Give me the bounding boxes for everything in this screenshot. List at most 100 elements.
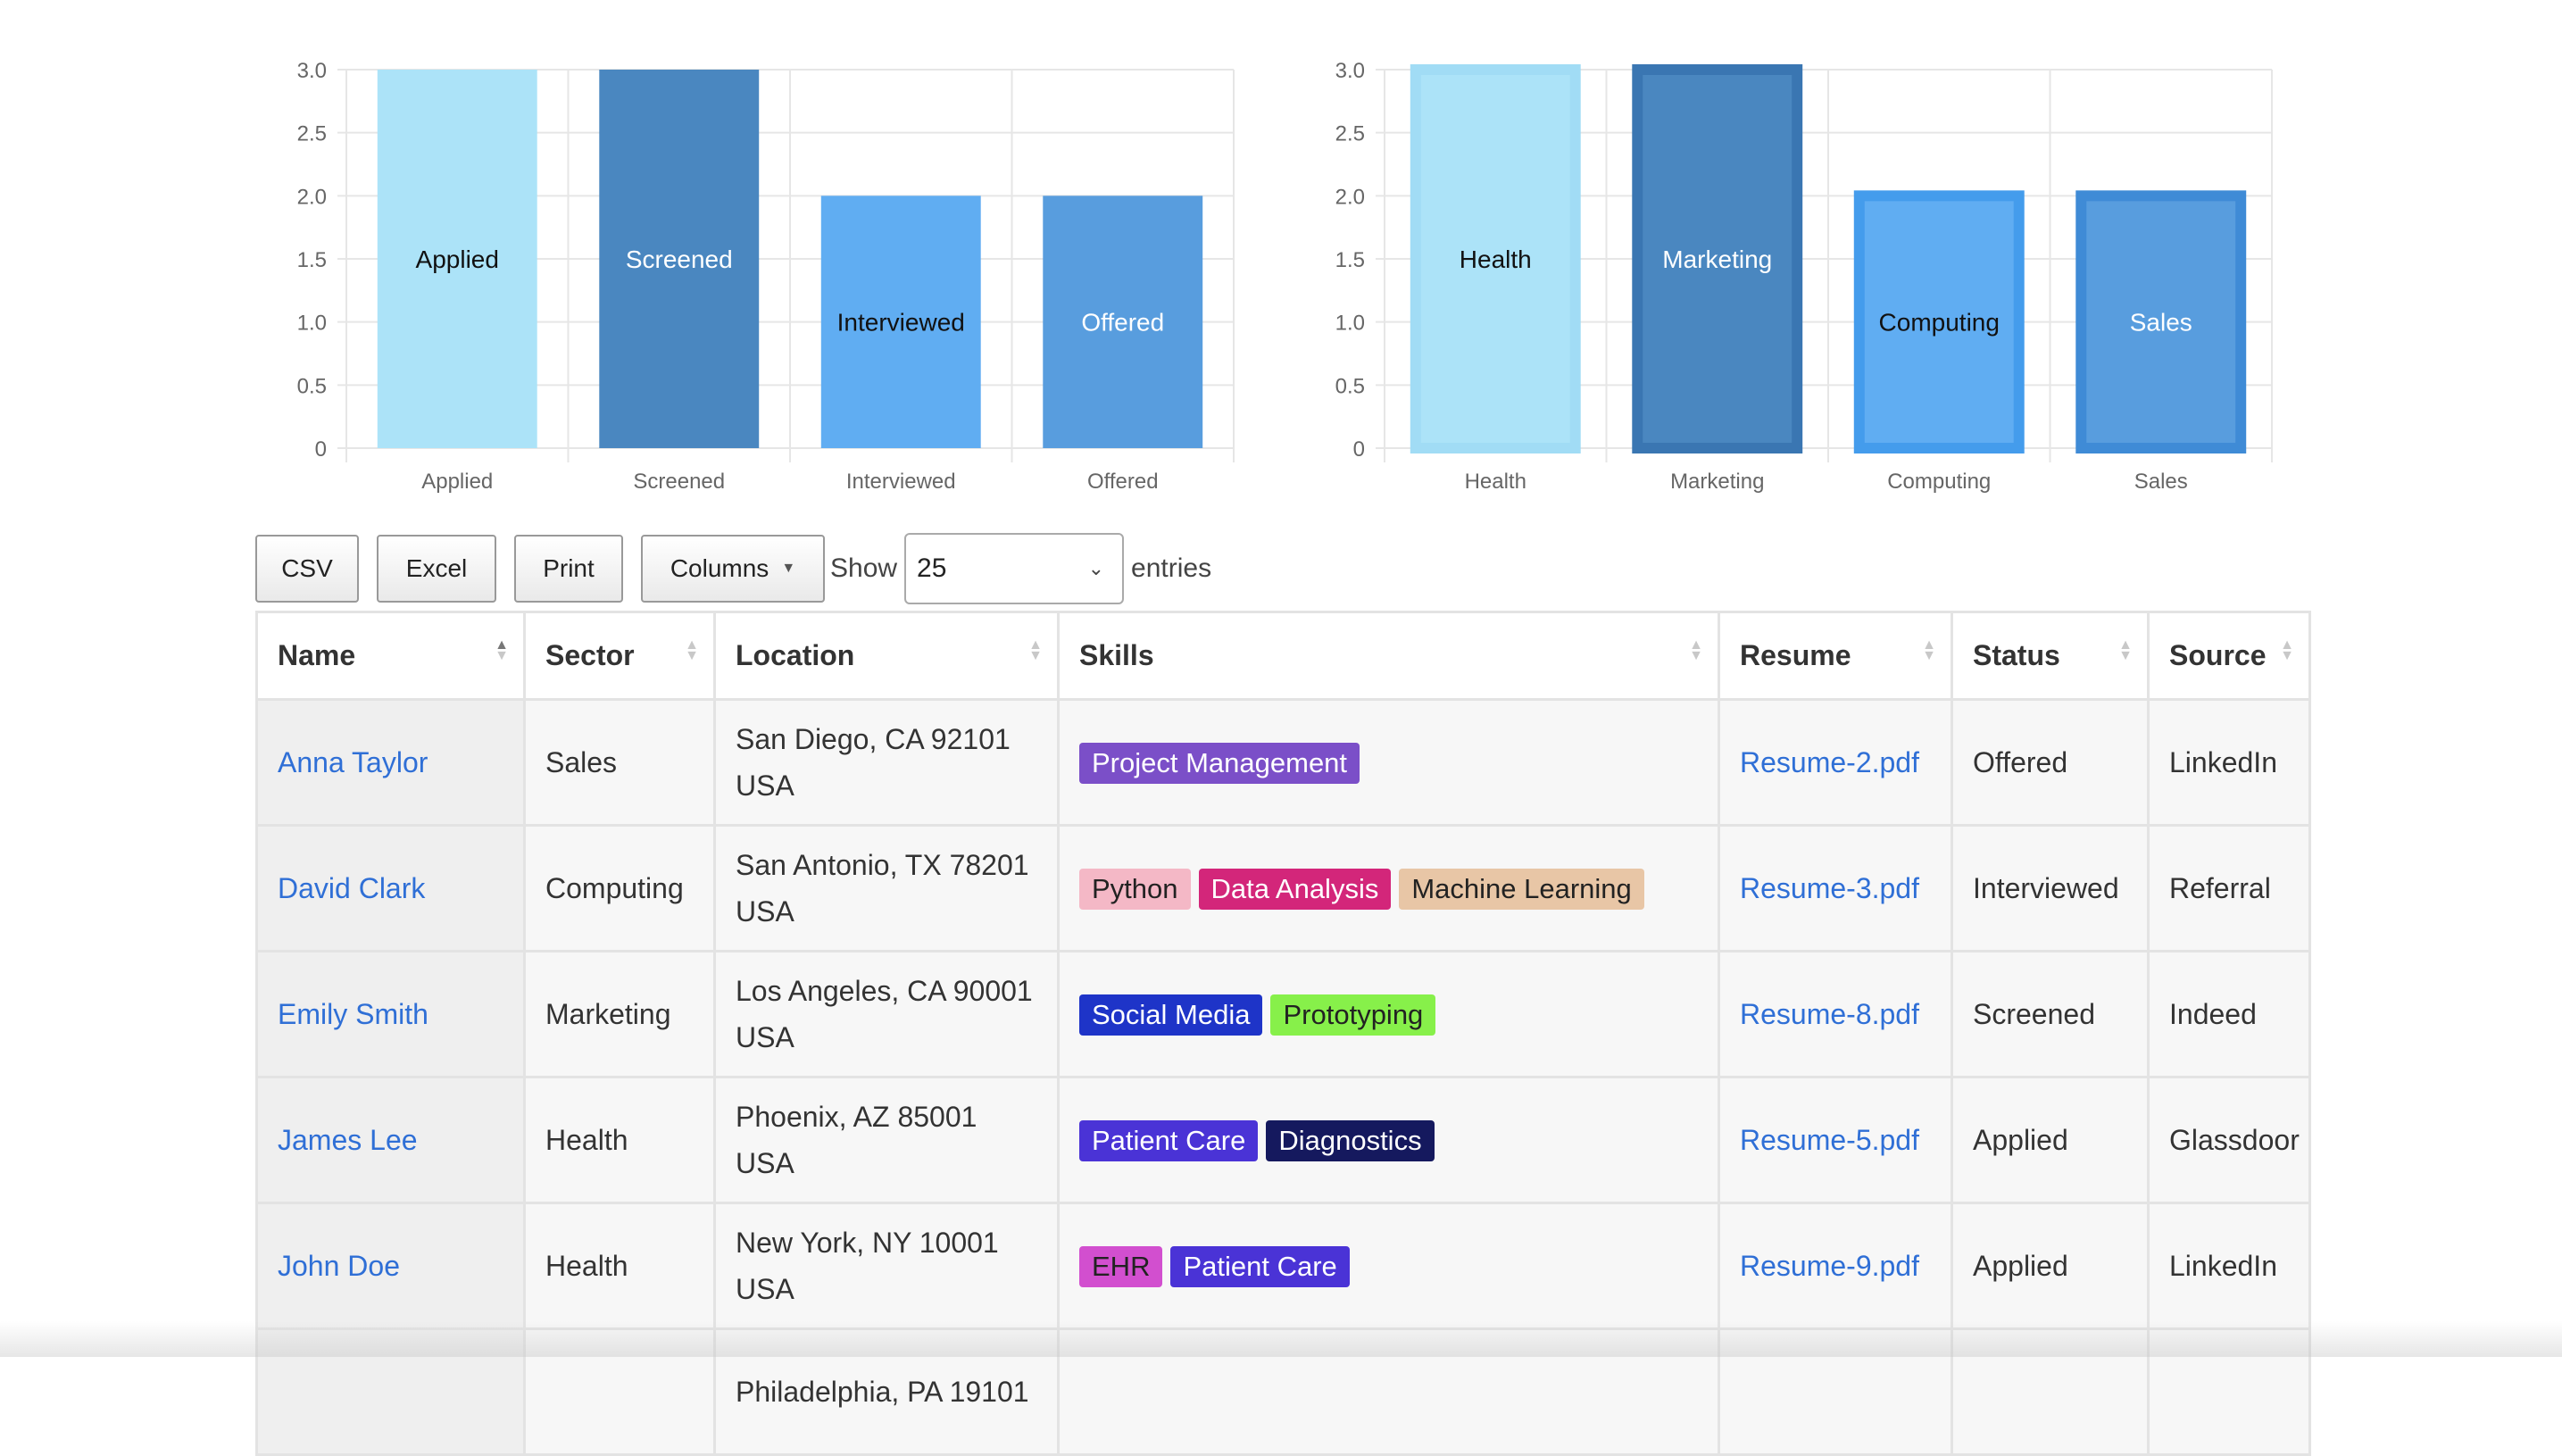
x-tick-label: Computing — [1887, 470, 1991, 494]
status-text: Interviewed — [1973, 872, 2119, 904]
column-header-source[interactable]: Source ▲ ▼ — [2147, 611, 2311, 701]
column-header-skills[interactable]: Skills ▲ ▼ — [1057, 611, 1720, 701]
candidate-name-link[interactable]: John Doe — [278, 1250, 400, 1282]
resume-cell: Resume-2.pdf — [1718, 698, 1953, 827]
resume-link[interactable]: Resume-2.pdf — [1740, 746, 1919, 778]
entries-label: entries — [1131, 553, 1212, 583]
page-size-select[interactable]: 25 ⌄ — [904, 533, 1125, 604]
x-tick-label: Sales — [2134, 470, 2188, 494]
status-cell — [1951, 1327, 2150, 1456]
status-text: Offered — [1973, 746, 2068, 778]
location-line2: USA — [736, 770, 794, 802]
y-tick-label: 0 — [1353, 437, 1365, 462]
skill-tag: Patient Care — [1170, 1246, 1350, 1287]
candidate-name-link[interactable]: Emily Smith — [278, 998, 428, 1030]
skill-tag: Prototyping — [1270, 994, 1436, 1036]
location-cell: San Antonio, TX 78201 USA — [713, 824, 1060, 953]
source-text: Indeed — [2169, 998, 2257, 1030]
candidates-table: Name ▲ ▼ Sector ▲ ▼ Location ▲ ▼ Skills ▲ ▼ Resu… — [255, 611, 2311, 1456]
sector-cell: Marketing — [523, 950, 716, 1078]
sort-icon: ▲ ▼ — [1028, 637, 1043, 663]
y-tick-label: 0.5 — [1335, 374, 1365, 398]
status-text: Applied — [1973, 1124, 2068, 1156]
location-cell: Philadelphia, PA 19101 — [713, 1327, 1060, 1456]
skill-tag: Data Analysis — [1198, 869, 1392, 910]
sector-cell: Computing — [523, 824, 716, 953]
x-tick-label: Interviewed — [846, 470, 956, 494]
x-tick-label: Marketing — [1670, 470, 1764, 494]
csv-export-button[interactable]: CSV — [255, 535, 359, 603]
resume-cell: Resume-5.pdf — [1718, 1076, 1953, 1204]
column-header-resume[interactable]: Resume ▲ ▼ — [1718, 611, 1953, 701]
bar-label: Screened — [626, 245, 733, 273]
name-cell — [255, 1327, 526, 1456]
bar-label: Offered — [1081, 309, 1164, 337]
table-row: James Lee Health Phoenix, AZ 85001 USA Patie… — [255, 1076, 2311, 1204]
location-cell: New York, NY 10001 USA — [713, 1202, 1060, 1330]
sector-cell — [523, 1327, 716, 1456]
sector-cell: Health — [523, 1202, 716, 1330]
skills-cell: Patient Care Diagnostics — [1057, 1076, 1720, 1204]
source-cell: Referral — [2147, 824, 2311, 953]
bar-label: Interviewed — [837, 309, 965, 337]
skills-cell: Social Media Prototyping — [1057, 950, 1720, 1078]
location-line1: San Diego, CA 92101 — [736, 723, 1011, 755]
y-tick-label: 2.0 — [297, 185, 327, 209]
skills-cell: EHR Patient Care — [1057, 1202, 1720, 1330]
column-header-status[interactable]: Status ▲ ▼ — [1951, 611, 2150, 701]
resume-link[interactable]: Resume-8.pdf — [1740, 998, 1919, 1030]
sort-icon: ▲ ▼ — [2118, 637, 2133, 663]
status-text: Screened — [1973, 998, 2095, 1030]
y-tick-label: 2.5 — [297, 122, 327, 146]
source-text: Glassdoor — [2169, 1124, 2300, 1156]
skill-tag: Social Media — [1079, 994, 1263, 1036]
resume-link[interactable]: Resume-5.pdf — [1740, 1124, 1919, 1156]
column-header-location[interactable]: Location ▲ ▼ — [713, 611, 1060, 701]
location-cell: San Diego, CA 92101 USA — [713, 698, 1060, 827]
y-tick-label: 1.5 — [1335, 248, 1365, 272]
bar-label: Computing — [1879, 309, 2000, 337]
columns-button[interactable]: Columns ▼ — [641, 535, 825, 603]
skills-cell: Project Management — [1057, 698, 1720, 827]
resume-link[interactable]: Resume-9.pdf — [1740, 1250, 1919, 1282]
column-header-sector[interactable]: Sector ▲ ▼ — [523, 611, 716, 701]
location-cell: Phoenix, AZ 85001 USA — [713, 1076, 1060, 1204]
location-line2: USA — [736, 895, 794, 928]
skill-tag: Patient Care — [1079, 1120, 1259, 1161]
table-header-row: Name ▲ ▼ Sector ▲ ▼ Location ▲ ▼ Skills ▲ ▼ Resu… — [255, 611, 2311, 701]
skills-cell: Python Data Analysis Machine Learning — [1057, 824, 1720, 953]
source-cell: LinkedIn — [2147, 1202, 2311, 1330]
excel-export-button[interactable]: Excel — [377, 535, 496, 603]
y-tick-label: 0.5 — [297, 374, 327, 398]
resume-link[interactable]: Resume-3.pdf — [1740, 872, 1919, 904]
sector-text: Health — [545, 1250, 628, 1282]
resume-cell: Resume-9.pdf — [1718, 1202, 1953, 1330]
bar-label: Marketing — [1662, 245, 1772, 273]
column-header-label: Source — [2169, 639, 2267, 671]
sort-icon: ▲ ▼ — [495, 637, 509, 663]
bar — [2075, 190, 2247, 453]
bar — [1410, 64, 1581, 453]
candidate-name-link[interactable]: David Clark — [278, 872, 426, 904]
print-button[interactable]: Print — [514, 535, 623, 603]
sector-text: Marketing — [545, 998, 671, 1030]
location-line2: USA — [736, 1021, 794, 1053]
location-line2: USA — [736, 1273, 794, 1305]
status-cell: Applied — [1951, 1202, 2150, 1330]
location-line1: San Antonio, TX 78201 — [736, 849, 1029, 881]
status-cell: Screened — [1951, 950, 2150, 1078]
y-tick-label: 1.5 — [297, 248, 327, 272]
column-header-name[interactable]: Name ▲ ▼ — [255, 611, 526, 701]
candidate-name-link[interactable]: James Lee — [278, 1124, 418, 1156]
bar — [599, 70, 760, 448]
location-cell: Los Angeles, CA 90001 USA — [713, 950, 1060, 1078]
sector-chart: 0 0.5 1.0 1.5 2.0 2.5 3.0 Health Health Marketing… — [1306, 27, 2315, 509]
y-tick-label: 0 — [315, 437, 327, 462]
table-row: Philadelphia, PA 19101 — [255, 1327, 2311, 1456]
name-cell: Emily Smith — [255, 950, 526, 1078]
column-header-label: Skills — [1079, 639, 1154, 671]
bar-label: Applied — [416, 245, 499, 273]
status-text: Applied — [1973, 1250, 2068, 1282]
y-tick-label: 2.5 — [1335, 122, 1365, 146]
candidate-name-link[interactable]: Anna Taylor — [278, 746, 428, 778]
